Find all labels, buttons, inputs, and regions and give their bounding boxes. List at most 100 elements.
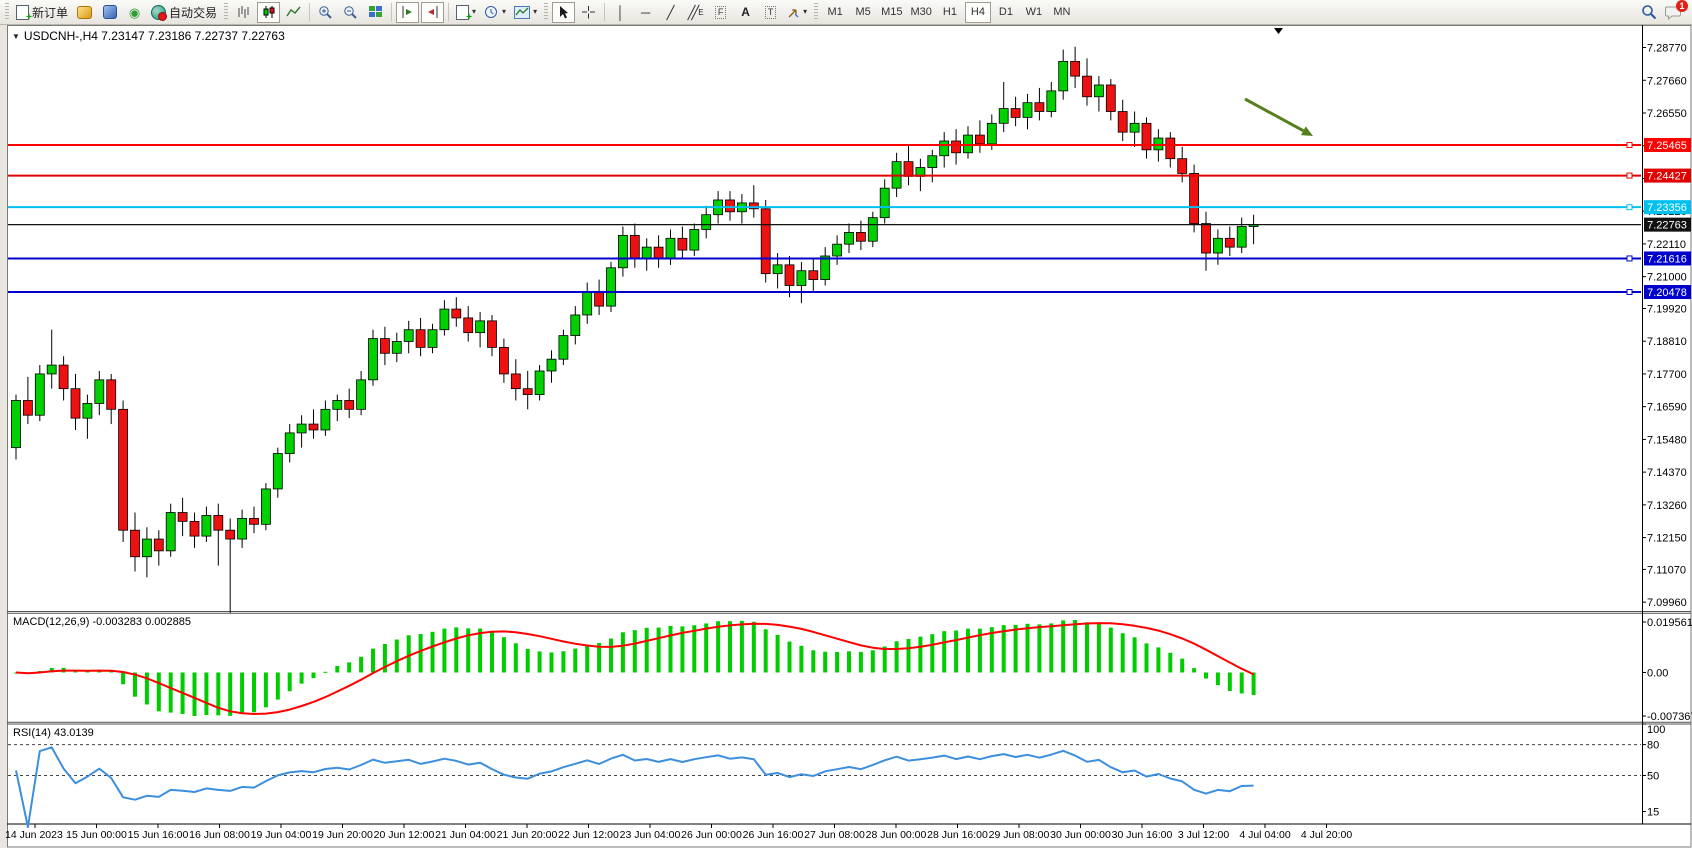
crosshair-button[interactable] [577,2,600,23]
chart-shift-button[interactable] [421,1,445,23]
zoom-in-button[interactable] [314,2,337,23]
auto-trading-label: 自动交易 [169,5,218,20]
toolbar-grip[interactable] [5,3,9,21]
line-chart-icon [286,6,301,17]
shift-marker-icon[interactable] [1274,28,1283,34]
chat-button[interactable]: 1 [1662,0,1688,23]
tile-windows-button[interactable] [364,2,387,23]
price-line-7.24427[interactable]: 7.24427 [8,168,1691,183]
label-tool-icon: T [764,5,777,19]
auto-scroll-button[interactable] [396,1,420,23]
profile-button[interactable] [98,2,121,23]
fibonacci-icon: F [714,5,727,19]
tab-timeframe-M30[interactable]: M30 [910,6,932,18]
vertical-line-button[interactable]: │ [609,2,632,23]
label-tool-button[interactable]: T [759,2,782,23]
template-button[interactable]: ▾ [511,2,540,23]
svg-text:26 Jun 00:00: 26 Jun 00:00 [681,829,742,841]
new-order-button[interactable]: + 新订单 [13,2,71,23]
bar-chart-button[interactable] [232,2,255,23]
toolbar-grip[interactable] [814,3,819,21]
trend-arrow-annotation[interactable] [1244,97,1313,136]
channel-label: E [698,7,704,17]
price-line-7.23356[interactable]: 7.23356 [8,200,1691,215]
svg-text:21 Jun 20:00: 21 Jun 20:00 [497,829,558,841]
tab-timeframe-W1[interactable]: W1 [1025,6,1043,18]
equidistant-channel-button[interactable]: ╱╱ E [684,2,707,23]
tab-timeframe-M1[interactable]: M1 [827,6,843,18]
cursor-button[interactable] [552,1,576,23]
toolbar-separator [604,3,606,21]
svg-text:80: 80 [1647,740,1659,752]
tab-timeframe-H1[interactable]: H1 [942,6,957,18]
tab-timeframe-H4[interactable]: H4 [964,1,991,23]
svg-text:30 Jun 00:00: 30 Jun 00:00 [1050,829,1111,841]
price-line-7.22763[interactable]: 7.22763 [8,217,1691,232]
toolbar-grip[interactable] [544,3,549,21]
svg-text:7.22110: 7.22110 [1647,239,1686,251]
tab-timeframe-M15[interactable]: M15 [881,6,903,18]
svg-text:7.17700: 7.17700 [1647,369,1687,381]
svg-text:7.15480: 7.15480 [1647,434,1687,446]
svg-text:7.16590: 7.16590 [1647,402,1687,414]
new-chart-button[interactable]: + ▾ [453,2,479,23]
candlestick-icon [263,6,275,18]
toolbox-button[interactable] [73,2,96,23]
candlestick-button[interactable] [257,1,281,23]
svg-text:7.26550: 7.26550 [1647,108,1687,120]
svg-text:100: 100 [1647,724,1665,736]
svg-text:30 Jun 16:00: 30 Jun 16:00 [1112,829,1173,841]
svg-text:28 Jun 16:00: 28 Jun 16:00 [927,829,988,841]
channel-icon: ╱╱ [687,4,699,20]
svg-text:23 Jun 04:00: 23 Jun 04:00 [620,829,681,841]
bar-chart-icon [238,6,249,18]
toolbar-separator [391,3,393,21]
search-button[interactable] [1637,2,1660,23]
text-tool-icon: A [741,5,750,19]
vertical-line-icon: │ [616,4,625,20]
toolbar-grip[interactable] [224,3,229,21]
candles-layer [11,46,1259,613]
horizontal-line-button[interactable]: ─ [634,2,657,23]
svg-text:28 Jun 00:00: 28 Jun 00:00 [866,829,927,841]
shapes-button[interactable]: ▾ [784,2,810,23]
new-order-icon: + [16,4,32,22]
svg-text:29 Jun 08:00: 29 Jun 08:00 [989,829,1050,841]
svg-text:7.28770: 7.28770 [1647,43,1687,55]
new-chart-icon: + [456,4,472,22]
tab-timeframe-MN[interactable]: MN [1053,6,1071,18]
search-icon [1641,5,1656,20]
svg-text:7.25465: 7.25465 [1647,140,1687,152]
svg-text:19 Jun 04:00: 19 Jun 04:00 [251,829,312,841]
fibonacci-button[interactable]: F [709,2,732,23]
svg-text:27 Jun 08:00: 27 Jun 08:00 [804,829,865,841]
text-tool-button[interactable]: A [734,2,757,23]
trendline-icon: ╱ [666,4,675,20]
svg-text:7.23356: 7.23356 [1647,202,1687,214]
broadcast-button[interactable]: ◉ [123,2,146,23]
svg-text:7.18810: 7.18810 [1647,336,1687,348]
price-line-7.25465[interactable]: 7.25465 [8,137,1691,152]
zoom-out-button[interactable] [339,2,362,23]
horizontal-line-icon: ─ [640,4,651,20]
price-line-7.21616[interactable]: 7.21616 [8,251,1691,266]
tab-timeframe-D1[interactable]: D1 [998,6,1013,18]
svg-text:7.22763: 7.22763 [1647,220,1687,232]
periods-button[interactable]: ▾ [481,2,509,23]
trendline-button[interactable]: ╱ [659,2,682,23]
svg-text:4 Jul 20:00: 4 Jul 20:00 [1301,829,1353,841]
chart-dropdown-icon[interactable]: ▼ [12,31,20,41]
svg-text:7.13260: 7.13260 [1647,500,1687,512]
auto-trading-button[interactable]: 自动交易 [148,2,220,23]
svg-text:22 Jun 12:00: 22 Jun 12:00 [558,829,619,841]
svg-text:7.21616: 7.21616 [1647,253,1687,265]
price-line-7.20478[interactable]: 7.20478 [8,285,1691,300]
tab-timeframe-M5[interactable]: M5 [855,6,871,18]
rsi-indicator-label: RSI(14) 43.0139 [13,727,94,739]
svg-text:7.12150: 7.12150 [1647,533,1687,545]
svg-text:7.21000: 7.21000 [1647,272,1687,284]
svg-text:20 Jun 12:00: 20 Jun 12:00 [374,829,435,841]
line-chart-button[interactable] [282,2,305,23]
svg-text:-0.007367: -0.007367 [1647,711,1692,723]
